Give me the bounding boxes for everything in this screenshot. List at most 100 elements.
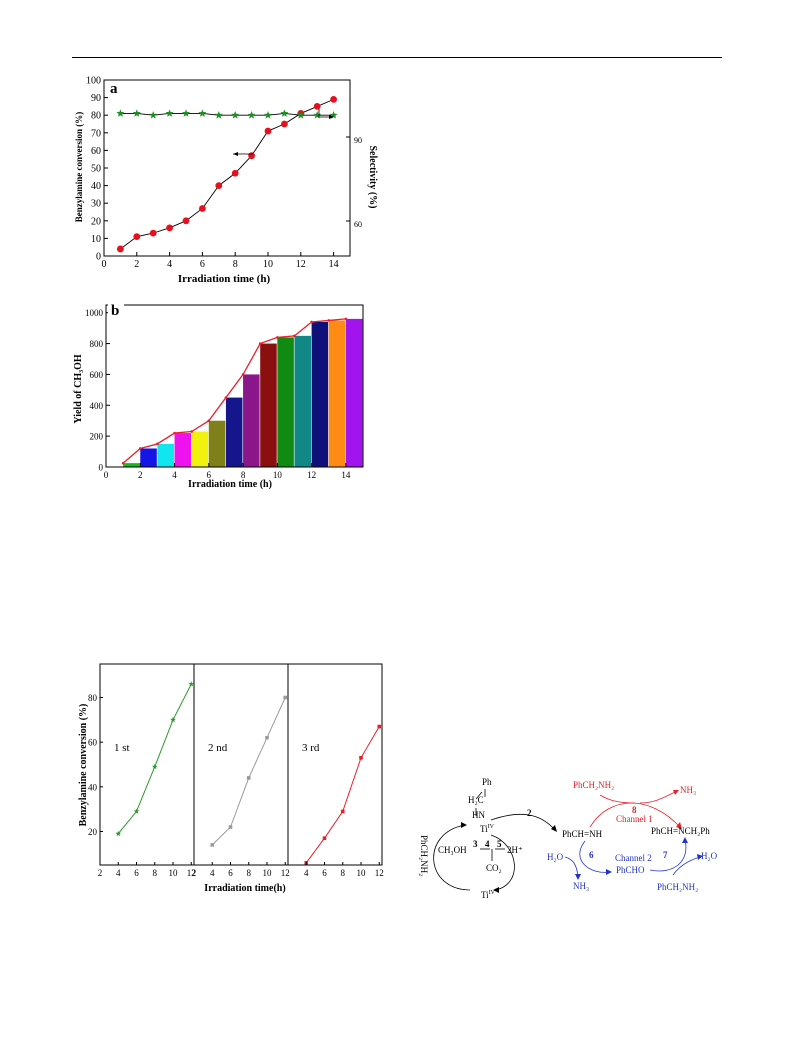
conversion-point [231,169,239,177]
scheme-step2: 2 [527,808,532,818]
selectivity-point [296,111,305,119]
x-tick-label: 8 [247,868,252,878]
scheme-two-h: 2H⁺ [507,845,523,855]
y-tick-label: 100 [86,76,101,87]
x-tick-label: 4 [167,259,172,270]
y-tick-label: 10 [91,234,101,245]
selectivity-point [329,111,338,119]
scheme-step3: 3 [473,839,478,849]
scheme-h2o-left: H₂O [547,852,564,862]
x-tick-label: 14 [329,259,339,270]
scheme-nh3-top: NH₃ [680,785,696,795]
panel-c-xlabel: Irradiation time(h) [204,883,285,894]
bar [311,321,329,467]
run-point [283,695,288,700]
conversion-point [199,205,206,212]
run-point [246,776,251,780]
yield-point [138,447,142,450]
scheme-product: PhCH=NCH₂Ph [651,826,710,836]
yield-line [122,318,346,464]
scheme-h2c: H₂C [468,795,484,805]
x-tick-label: 8 [241,470,246,480]
y-tick-label: 0 [96,252,101,263]
channel-1-arrow [589,790,682,829]
run-point [377,724,382,729]
y-tick-label: 90 [91,93,101,104]
run-point [265,735,269,740]
yield-point [241,373,245,376]
x-tick-label: 12 [281,868,290,878]
selectivity-point [198,109,207,117]
x-tick-label: 10 [273,470,283,480]
x-tick-label: 14 [341,470,351,480]
x-tick-label: 12 [307,470,316,480]
conversion-point [182,217,190,225]
run-panel-frame [287,663,383,866]
x-tick-label: 6 [322,868,327,878]
figure-panel-b: 0 2 4 6 8 10 12 14 0 200 400 600 800 1000 b Irradiati… [73,300,364,490]
y-tick-label: 70 [91,128,101,139]
conversion-axis-arrow [233,152,253,156]
scheme-channel1: Channel 1 [616,814,653,824]
conversion-point [117,245,124,253]
selectivity-point [214,111,223,119]
selectivity-point [116,109,125,117]
yield-point [207,419,211,423]
x-tick-label: 12 [375,868,384,878]
scheme-ti-bottom: TiIV [481,890,496,900]
conversion-point [149,229,157,237]
selectivity-point [165,109,174,117]
run-point [151,763,158,770]
run-label: 1 st [114,742,130,754]
selectivity-axis-arrow [318,109,334,119]
y-tick-label: 80 [88,693,98,703]
scheme-amine-top: PhCH₂NH₂ [573,780,614,790]
panel-b-ylabel: Yield of CH₃OH [73,354,84,424]
run-point [188,681,195,687]
yield-point [344,317,348,321]
panel-b-label-box [108,300,124,317]
scheme-step5: 5 [497,839,502,849]
bar [225,397,243,467]
run-point [115,830,122,837]
x-tick-label: 6 [134,868,139,878]
conversion-point [330,95,337,103]
yield-point [310,320,313,324]
bar [294,335,311,467]
x-tick-label: 12 [187,868,196,878]
catalytic-cycle [433,789,557,893]
bar [208,420,226,467]
run-line [117,683,192,835]
bar [140,448,157,467]
y-tick-label: 60 [88,738,98,748]
x-tick-label: 4 [304,868,309,878]
run-point [322,836,327,840]
panel-a-ylabel: Benzylamine conversion (%) [74,112,84,223]
conversion-point [281,120,288,128]
conversion-point [264,127,272,135]
y-tick-label: 40 [91,181,101,192]
run-line [211,697,286,846]
yield-point [276,336,279,339]
x-tick-label: 2 [134,259,139,270]
run-label: 3 rd [302,742,320,754]
run-point [133,808,140,814]
scheme-reagent-left: PhCH₂NH₂ [419,835,429,876]
x-tick-label: 4 [116,868,121,878]
panel-b-label: b [111,303,119,319]
run-point [228,825,233,829]
x-tick-label: 6 [228,868,233,878]
panel-a-frame [103,79,351,257]
conversion-point [248,152,256,160]
yield-point [258,342,262,345]
conversion-point [166,224,173,232]
y-tick-label: 800 [90,339,104,349]
scheme-h2o-right: H₂O [701,851,718,861]
scheme-step8: 8 [632,805,637,815]
reaction-scheme: Ph H₂C HN TiIV PhCH₂NH₂ CH₃OH 3 4 5 2H⁺ … [419,777,718,900]
yield-point [190,430,193,433]
y-tick-label: 80 [91,111,101,122]
conversion-line [120,98,334,250]
y-tick-label: 1000 [85,308,104,318]
y-tick-label: 30 [91,199,101,210]
